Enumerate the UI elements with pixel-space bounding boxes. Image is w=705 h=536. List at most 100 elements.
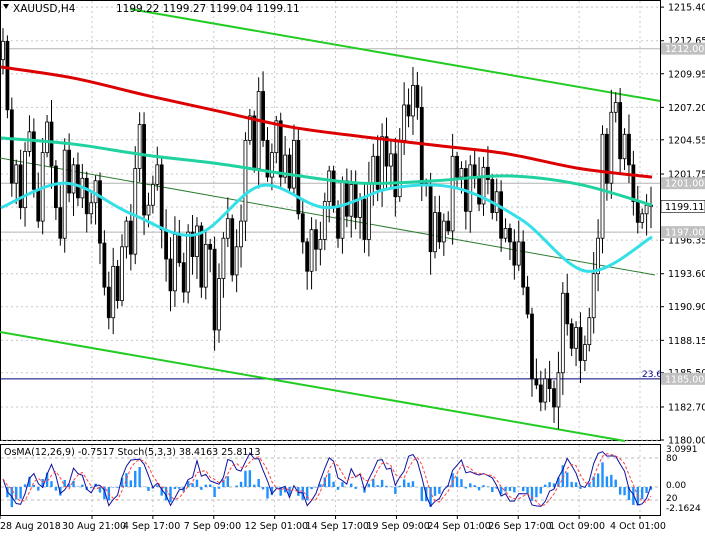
candle-body	[265, 140, 270, 178]
osma-bar	[160, 487, 163, 496]
osma-bar	[429, 487, 432, 507]
candle-body	[300, 213, 305, 243]
candle-body	[538, 384, 543, 403]
current-price-label: 1199.11	[665, 202, 704, 213]
symbol-label: XAUUSD,H4	[13, 3, 76, 15]
ma144-line	[0, 136, 653, 207]
osma-bar	[535, 487, 538, 498]
candle-body	[234, 246, 239, 276]
price-tick-label: 1188.15	[668, 336, 705, 347]
candle-body	[472, 164, 477, 178]
osma-bar	[253, 484, 256, 487]
candle-body	[534, 378, 539, 386]
candle-body	[36, 188, 41, 222]
osma-bar	[354, 487, 357, 489]
candle-body	[115, 265, 120, 301]
candle-body	[62, 149, 67, 239]
osma-bar	[248, 470, 252, 487]
osma-bar	[305, 487, 309, 501]
candle-body	[76, 164, 80, 199]
candle-body	[252, 115, 257, 169]
osma-bar	[411, 481, 415, 487]
candle-body	[23, 151, 27, 209]
time-tick-label: 14 Sep 17:00	[306, 521, 369, 532]
osma-bar	[279, 487, 282, 496]
price-tick-label: 1196.35	[668, 236, 705, 247]
osma-bar	[72, 480, 75, 487]
osma-bar	[402, 479, 406, 487]
candle-body	[309, 229, 314, 272]
osma-bar	[120, 477, 124, 487]
candle-body	[102, 242, 107, 288]
osma-bar	[570, 481, 573, 487]
candle-body	[375, 155, 380, 190]
candle-body	[525, 286, 530, 315]
osma-bar	[186, 481, 190, 487]
candle-body	[322, 201, 327, 240]
candle-body	[98, 180, 102, 244]
osma-bar	[632, 487, 635, 505]
candle-body	[428, 185, 433, 253]
price-badges: 1212.00 1201.00 1197.00 1185.00 1199.11	[660, 42, 705, 385]
candle-body	[111, 265, 116, 319]
candle-body	[159, 164, 164, 231]
osma-bar	[226, 476, 230, 487]
osma-histogram	[6, 462, 653, 508]
level-badge	[661, 372, 705, 385]
price-tick-label: 1180.00	[668, 436, 705, 447]
candle-body	[358, 198, 362, 218]
candle-body	[256, 91, 261, 169]
time-tick-label: 1 Oct 09:00	[549, 521, 605, 532]
candle-body	[67, 149, 72, 194]
candle-body	[455, 155, 459, 178]
osc-tick-label: 3.0991	[666, 445, 698, 455]
candle-body	[45, 121, 49, 154]
osma-bar	[526, 487, 529, 494]
osma-bar	[112, 487, 115, 488]
osma-bar	[380, 479, 384, 487]
candle-body	[411, 84, 415, 117]
candle-body	[53, 165, 58, 209]
price-tick-label: 1207.20	[668, 103, 705, 114]
candle-body	[512, 241, 517, 266]
candle-body	[318, 239, 323, 250]
price-tick-label: 1204.55	[668, 135, 705, 146]
osc-tick-label: 20	[666, 494, 678, 504]
osma-bar	[200, 487, 203, 490]
candle-body	[415, 84, 420, 108]
osma-bar	[283, 487, 287, 493]
osma-bar	[539, 487, 542, 494]
osma-bar	[610, 474, 613, 487]
time-tick-label: 7 Sep 09:00	[184, 521, 241, 532]
level-badge	[661, 42, 705, 55]
osma-bar	[103, 487, 106, 499]
candle-body	[287, 154, 292, 189]
candle-body	[587, 317, 592, 346]
candle-body	[49, 121, 54, 167]
osma-bar	[623, 487, 626, 496]
osma-bar	[614, 479, 617, 487]
candle-body	[314, 229, 318, 250]
candle-body	[459, 168, 464, 178]
osma-bar	[129, 480, 133, 487]
candle-body	[468, 164, 473, 212]
candle-body	[582, 344, 587, 361]
candle-body	[292, 140, 296, 189]
candle-body	[177, 234, 182, 264]
candle-body	[380, 136, 385, 190]
ma200-line	[0, 65, 653, 179]
osma-bar	[460, 479, 463, 487]
osma-bar	[257, 479, 260, 487]
candle-body	[261, 91, 265, 141]
osma-bar	[195, 479, 199, 487]
candle-body	[640, 213, 645, 223]
osma-bar	[50, 481, 53, 487]
candle-body	[565, 292, 570, 325]
osma-bar	[367, 483, 371, 487]
osma-bar	[323, 477, 326, 487]
price-tick-label: 1201.75	[668, 170, 705, 181]
oscillator-label: OsMA(12,26,9) -0.7517 Stoch(5,3,3) 38.41…	[4, 447, 261, 458]
ohlc-values: 1199.22 1199.27 1199.04 1199.11	[116, 3, 300, 15]
vertical-grid	[91, 1, 641, 515]
candle-body	[247, 115, 252, 141]
